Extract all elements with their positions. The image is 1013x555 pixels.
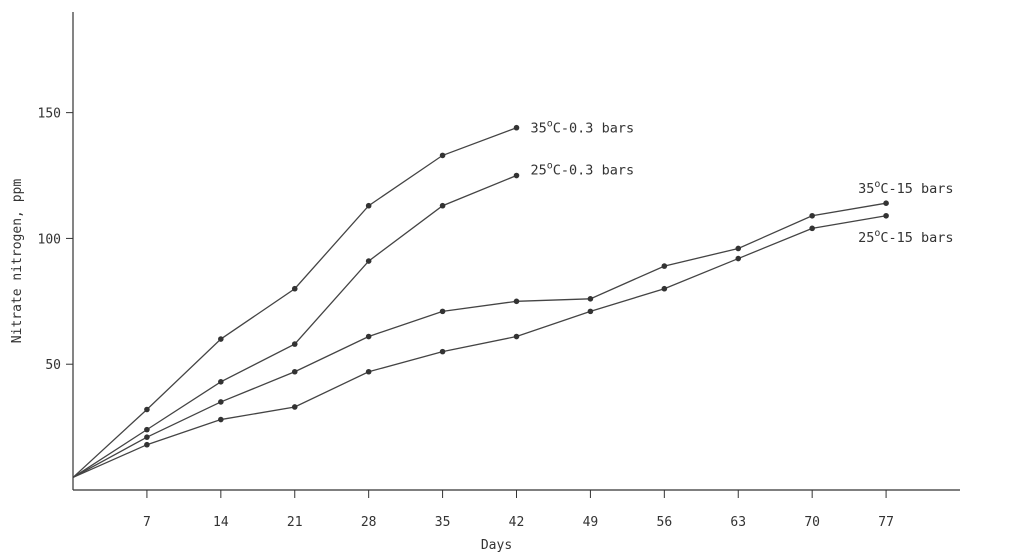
- data-point: [365, 333, 372, 340]
- data-point: [144, 426, 150, 433]
- axes: [72, 12, 960, 491]
- x-tick-label: 63: [730, 515, 746, 530]
- data-point: [218, 399, 224, 405]
- data-point: [291, 404, 298, 410]
- data-point: [291, 368, 298, 375]
- data-point: [587, 308, 594, 315]
- y-ticks: 50 100 150: [38, 107, 73, 373]
- series-group: [72, 124, 889, 479]
- data-point: [144, 406, 150, 413]
- series: [72, 212, 889, 479]
- series: [72, 200, 889, 478]
- data-point: [809, 225, 815, 232]
- series-label: 35oC-0.3 bars: [531, 119, 635, 137]
- series-label: 35oC-15 bars: [858, 179, 953, 197]
- data-point: [883, 200, 889, 206]
- data-point: [587, 296, 594, 302]
- data-point: [513, 333, 520, 340]
- y-tick-label: 100: [38, 232, 61, 247]
- series: [72, 124, 520, 478]
- y-axis-title: Nitrate nitrogen, ppm: [10, 179, 25, 344]
- data-point: [218, 379, 224, 385]
- data-point: [365, 258, 372, 264]
- x-tick-label: 77: [878, 515, 894, 530]
- series: [72, 172, 520, 478]
- y-tick-label: 150: [38, 107, 61, 122]
- x-tick-label: 49: [583, 515, 599, 530]
- series-label: 25oC-15 bars: [858, 228, 953, 246]
- data-point: [513, 124, 520, 131]
- x-tick-label: 28: [361, 515, 377, 530]
- x-axis-title: Days: [481, 538, 512, 553]
- data-point: [291, 285, 298, 292]
- data-point: [883, 212, 889, 219]
- data-point: [144, 434, 150, 440]
- data-point: [439, 308, 446, 315]
- series-line: [72, 127, 517, 478]
- x-tick-label: 14: [213, 515, 229, 530]
- data-point: [365, 202, 372, 209]
- series-line: [72, 174, 517, 478]
- series-labels: 35oC-0.3 bars 25oC-0.3 bars 35oC-15 bars 25…: [531, 119, 954, 246]
- series-line: [72, 215, 887, 479]
- x-tick-label: 56: [657, 515, 673, 530]
- data-point: [735, 255, 742, 262]
- data-point: [365, 368, 372, 375]
- data-point: [513, 298, 520, 305]
- data-point: [439, 152, 446, 159]
- y-tick-label: 50: [45, 358, 61, 373]
- data-point: [439, 202, 446, 209]
- data-point: [439, 348, 446, 355]
- x-tick-label: 35: [435, 515, 451, 530]
- x-tick-label: 7: [143, 515, 151, 530]
- series-label: 25oC-0.3 bars: [531, 161, 635, 179]
- data-point: [735, 245, 742, 252]
- x-tick-label: 70: [804, 515, 820, 530]
- data-point: [144, 441, 150, 448]
- data-point: [218, 416, 224, 423]
- data-point: [291, 341, 298, 347]
- x-ticks: 7 14 21 28 35 42 49 56 63 70 77: [143, 490, 894, 530]
- x-tick-label: 21: [287, 515, 303, 530]
- series-line: [72, 202, 887, 478]
- x-tick-label: 42: [509, 515, 525, 530]
- data-point: [218, 336, 224, 342]
- data-point: [661, 263, 668, 269]
- data-point: [661, 285, 668, 292]
- data-point: [809, 212, 815, 219]
- data-point: [513, 172, 520, 179]
